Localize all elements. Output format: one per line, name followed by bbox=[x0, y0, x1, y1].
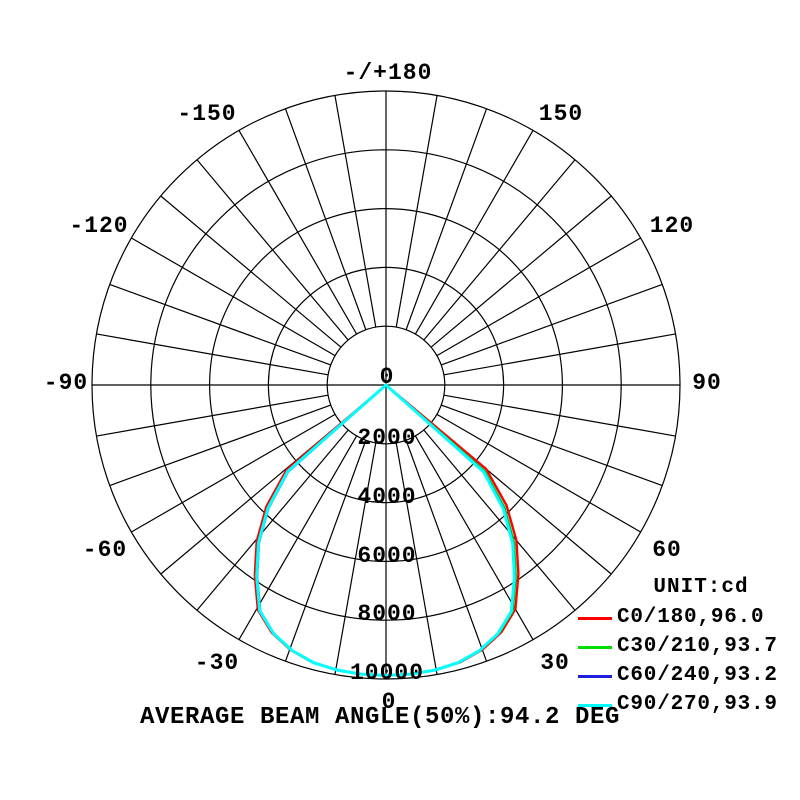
angle-label: -60 bbox=[83, 537, 127, 563]
grid-spoke bbox=[196, 429, 349, 611]
intensity-curve-c90-270 bbox=[255, 383, 516, 677]
grid-spoke bbox=[436, 413, 641, 533]
grid-spoke bbox=[436, 237, 641, 357]
grid-spoke bbox=[96, 394, 329, 437]
grid-spoke bbox=[196, 159, 349, 341]
grid-spoke bbox=[109, 283, 331, 366]
ring-label: 4000 bbox=[357, 484, 416, 510]
angle-label: -30 bbox=[195, 650, 239, 676]
angle-label: -90 bbox=[44, 370, 88, 396]
angle-label: 30 bbox=[540, 650, 570, 676]
grid-spoke bbox=[395, 95, 438, 328]
grid-spoke bbox=[334, 95, 377, 328]
angle-label: 0 bbox=[382, 689, 397, 715]
angle-label: 90 bbox=[692, 370, 722, 396]
angle-label: -120 bbox=[69, 213, 128, 239]
ring-label: 8000 bbox=[357, 601, 416, 627]
grid-spoke bbox=[238, 130, 358, 335]
grid-spoke bbox=[423, 429, 576, 611]
ring-labels: 0 2000 4000 6000 8000 10000 bbox=[350, 364, 424, 686]
grid-spoke bbox=[414, 130, 534, 335]
grid-spoke bbox=[334, 442, 377, 675]
grid-spoke bbox=[430, 195, 612, 348]
grid-spoke bbox=[131, 413, 336, 533]
ring-label: 2000 bbox=[357, 425, 416, 451]
grid-spoke bbox=[423, 159, 576, 341]
grid-spoke bbox=[405, 440, 488, 662]
angle-label: 120 bbox=[650, 213, 694, 239]
grid-spoke bbox=[96, 333, 329, 376]
grid-spoke bbox=[284, 440, 367, 662]
grid-spoke bbox=[441, 283, 663, 366]
angle-label: 150 bbox=[539, 101, 583, 127]
ring-label: 6000 bbox=[357, 543, 416, 569]
grid-spoke bbox=[109, 404, 331, 487]
grid-spoke bbox=[405, 108, 488, 330]
grid-spoke bbox=[441, 404, 663, 487]
angle-label: -150 bbox=[177, 101, 236, 127]
grid-spoke bbox=[443, 394, 676, 437]
grid-spoke bbox=[443, 333, 676, 376]
ring-label: 0 bbox=[380, 364, 395, 390]
grid-spoke bbox=[395, 442, 438, 675]
grid-spoke bbox=[160, 195, 342, 348]
angle-labels: 0 30 60 90 120 150 -/+180 -150 -120 -90 -60 -30 bbox=[44, 60, 722, 715]
polar-grid bbox=[91, 90, 681, 680]
grid-spoke bbox=[284, 108, 367, 330]
grid-spoke bbox=[131, 237, 336, 357]
angle-label: 60 bbox=[652, 537, 682, 563]
ring-label: 10000 bbox=[350, 660, 424, 686]
intensity-curves bbox=[253, 383, 520, 677]
average-beam-angle-label: AVERAGE BEAM ANGLE(50%):94.2 DEG bbox=[139, 704, 621, 731]
angle-label: -/+180 bbox=[344, 60, 433, 86]
